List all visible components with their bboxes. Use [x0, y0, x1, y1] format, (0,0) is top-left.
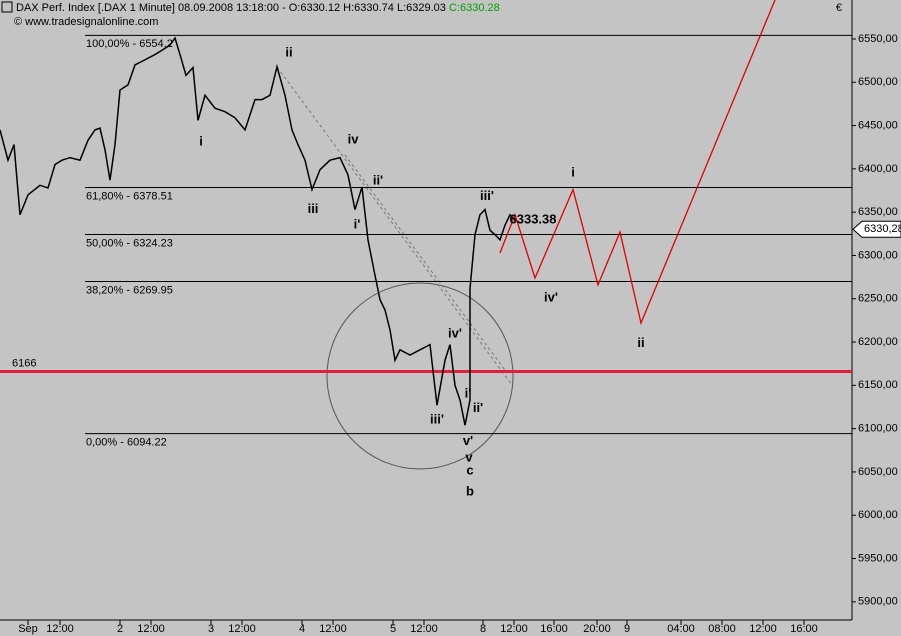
x-tick-label: 12:00	[500, 623, 528, 635]
x-tick-label: 12:00	[319, 623, 347, 635]
y-tick-label: 6200,00	[858, 336, 898, 348]
x-tick-label: 16:00	[790, 623, 818, 635]
x-tick-label: 8	[480, 623, 486, 635]
x-tick-label: 08:00	[708, 623, 736, 635]
fib-label: 61,80% - 6378.51	[86, 190, 173, 202]
x-tick-label: 5	[390, 623, 396, 635]
x-tick-label: 12:00	[749, 623, 777, 635]
x-tick-label: 9	[624, 623, 630, 635]
y-tick-label: 6400,00	[858, 163, 898, 175]
header-part: C:6330.28	[449, 2, 500, 14]
y-tick-label: 6050,00	[858, 466, 898, 478]
x-tick-label: 16:00	[540, 623, 568, 635]
y-tick-label: 6550,00	[858, 33, 898, 45]
header-part: DAX Perf. Index [.DAX 1 Minute] 08.09.20…	[16, 2, 449, 14]
annotation: i	[199, 133, 203, 148]
circle-mark	[326, 282, 514, 470]
x-tick-label: 2	[117, 623, 123, 635]
trend-line	[344, 154, 506, 371]
annotation: iii'	[480, 188, 494, 203]
y-tick-label: 6000,00	[858, 509, 898, 521]
y-tick-label: 6150,00	[858, 379, 898, 391]
x-tick-label: 12:00	[410, 623, 438, 635]
annotation: i	[571, 165, 575, 180]
x-tick-label: 12:00	[228, 623, 256, 635]
annotation: iii	[308, 201, 319, 216]
price-label: 6330,28	[864, 223, 901, 235]
currency: €	[836, 2, 842, 14]
annotation: i'	[465, 385, 472, 400]
support-label: 6166	[12, 357, 36, 369]
annotation: iv'	[544, 289, 558, 304]
annotation: iv	[348, 132, 360, 147]
fib-label: 100,00% - 6554.2	[86, 38, 173, 50]
copyright: © www.tradesignalonline.com	[14, 16, 158, 28]
annotation: v'	[463, 433, 473, 448]
annotation: b	[466, 483, 474, 498]
annotation: 6333.38	[510, 211, 557, 226]
y-tick-label: 6250,00	[858, 293, 898, 305]
annotation: ii'	[373, 172, 383, 187]
x-tick-label: 12:00	[137, 623, 165, 635]
header: DAX Perf. Index [.DAX 1 Minute] 08.09.20…	[16, 2, 500, 14]
x-tick-label: Sep	[18, 623, 38, 635]
y-tick-label: 5950,00	[858, 552, 898, 564]
annotation: ii'	[473, 400, 483, 415]
icon	[1, 1, 13, 13]
fib-label: 50,00% - 6324.23	[86, 237, 173, 249]
series-line	[0, 36, 516, 426]
annotation: ii	[285, 44, 292, 59]
x-tick-label: 12:00	[46, 623, 74, 635]
annotation: iv'	[448, 326, 462, 341]
y-tick-label: 6350,00	[858, 206, 898, 218]
annotation: v	[465, 450, 473, 465]
x-tick-label: 20:00	[583, 623, 611, 635]
annotation: ii	[637, 335, 644, 350]
x-tick-label: 3	[208, 623, 214, 635]
y-tick-label: 6300,00	[858, 249, 898, 261]
y-tick-label: 6450,00	[858, 119, 898, 131]
fib-label: 0,00% - 6094.22	[86, 437, 167, 449]
y-tick-label: 5900,00	[858, 596, 898, 608]
x-tick-label: 04:00	[667, 623, 695, 635]
annotation: i'	[354, 217, 361, 232]
y-tick-label: 6500,00	[858, 76, 898, 88]
annotation: iii'	[430, 411, 444, 426]
y-tick-label: 6100,00	[858, 423, 898, 435]
annotation: c	[466, 462, 473, 477]
series-line	[499, 0, 776, 326]
price-box	[852, 220, 901, 238]
x-tick-label: 4	[299, 623, 305, 635]
fib-label: 38,20% - 6269.95	[86, 284, 173, 296]
